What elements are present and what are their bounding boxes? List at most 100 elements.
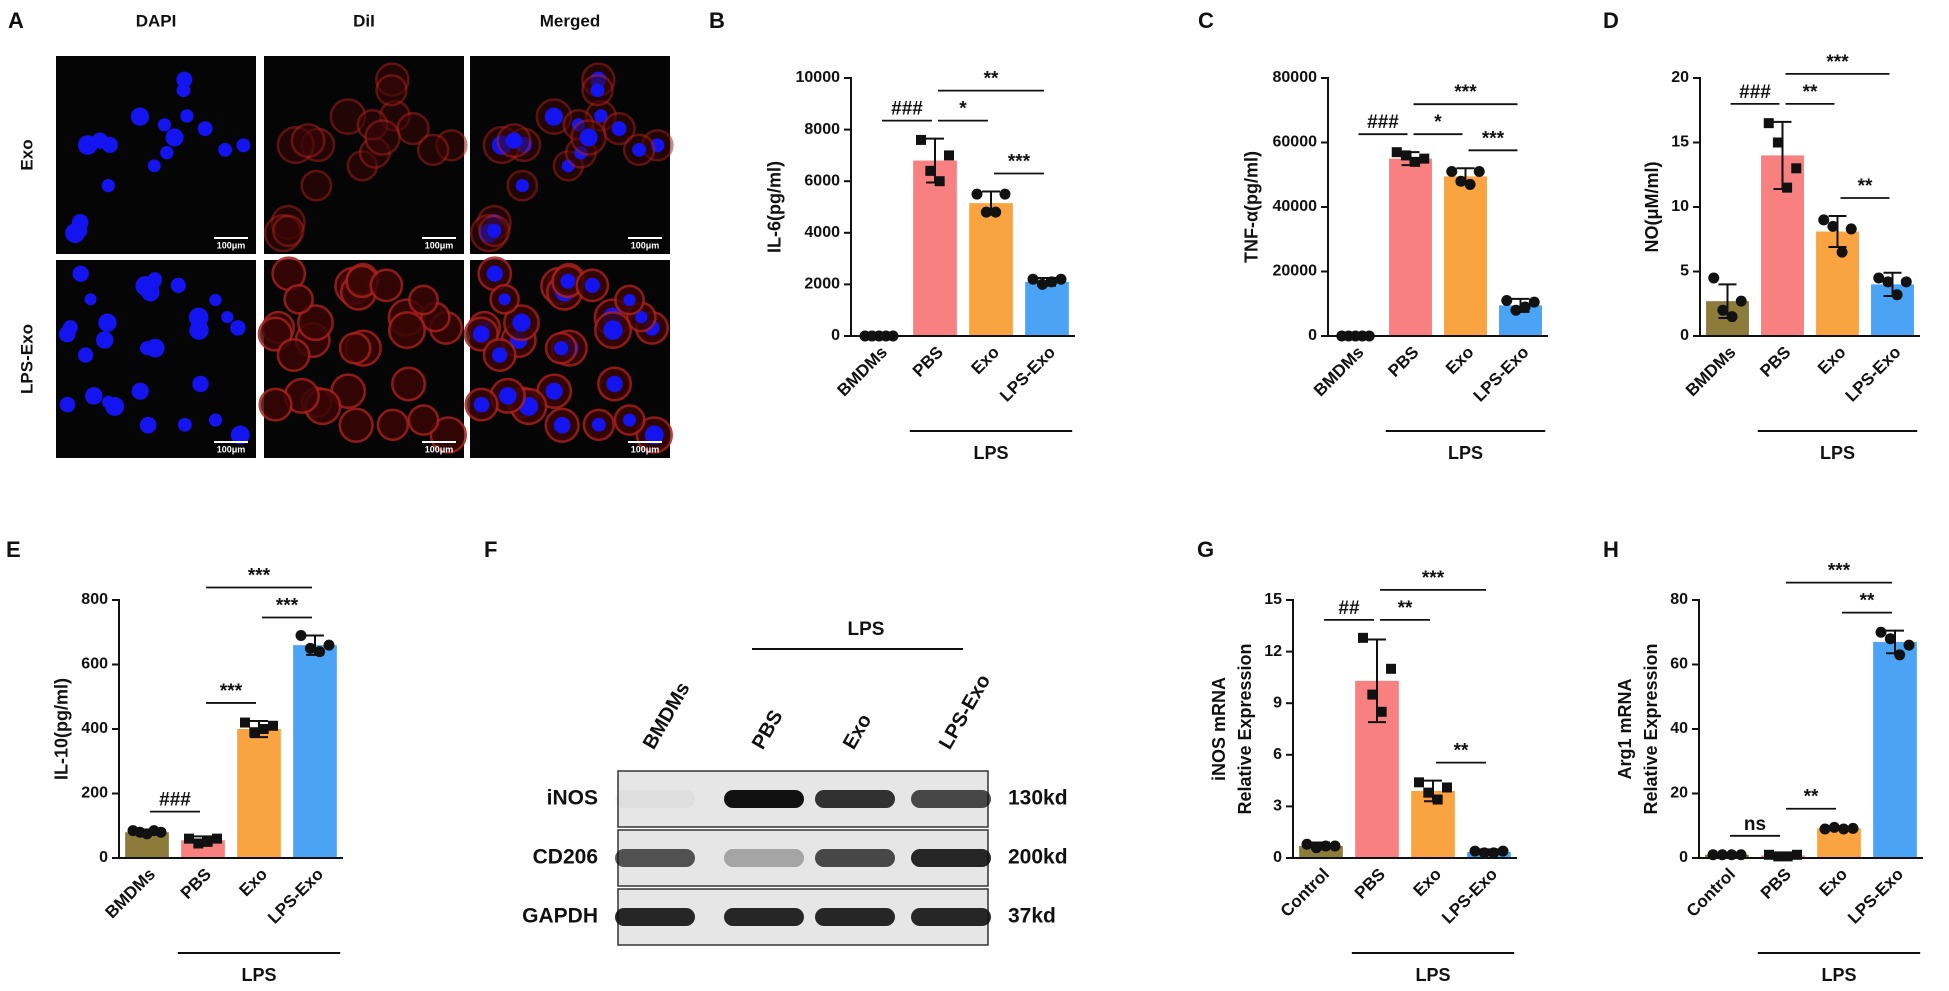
group-label: LPS xyxy=(241,965,276,985)
band xyxy=(911,790,991,808)
band xyxy=(815,790,895,808)
data-point xyxy=(1473,166,1485,178)
significance-label: *** xyxy=(1826,52,1849,73)
bar xyxy=(913,160,957,336)
data-point xyxy=(1432,794,1443,805)
cell-membrane xyxy=(408,284,439,316)
scale-bar-label: 100μm xyxy=(217,240,246,250)
y-tick-label: 800 xyxy=(81,591,108,608)
scale-bar-label: 100μm xyxy=(631,240,660,250)
data-point xyxy=(1478,847,1490,859)
y-tick-label: 15 xyxy=(1671,134,1689,151)
y-tick-label: 400 xyxy=(81,720,108,737)
cell-membrane xyxy=(407,404,440,436)
data-point xyxy=(1386,663,1396,674)
group-label: LPS xyxy=(1415,965,1450,985)
row-label: LPS-Exo xyxy=(17,324,36,394)
x-tick-label: LPS-Exo xyxy=(1844,865,1907,928)
data-point xyxy=(1528,296,1540,308)
data-point xyxy=(1414,777,1424,788)
nucleus xyxy=(236,138,251,153)
y-tick-label: 40 xyxy=(1670,720,1688,737)
blot-size-label: 130kd xyxy=(1008,787,1068,810)
nucleus xyxy=(197,121,213,137)
significance-label: ** xyxy=(984,69,999,90)
data-point xyxy=(1717,304,1729,316)
nucleus xyxy=(221,310,234,324)
scale-bar-label: 100μm xyxy=(425,444,454,454)
x-tick-label: BMDMs xyxy=(1310,343,1368,401)
nucleus xyxy=(177,417,192,432)
y-axis-label: Arg1 mRNA xyxy=(1615,678,1635,779)
bar xyxy=(1025,281,1069,336)
data-point xyxy=(1488,847,1500,859)
significance-label: ** xyxy=(1804,787,1819,808)
significance-label: *** xyxy=(1482,128,1505,149)
nucleus xyxy=(73,223,88,238)
panel-label: B xyxy=(709,8,725,33)
x-tick-label: PBS xyxy=(1757,865,1795,903)
significance-label: ** xyxy=(1398,598,1413,619)
data-point xyxy=(1903,639,1915,651)
y-axis-label: Relative Expression xyxy=(1641,643,1661,814)
data-point xyxy=(1510,304,1522,316)
data-point xyxy=(268,720,278,731)
nucleus xyxy=(85,387,103,405)
y-tick-label: 15 xyxy=(1264,591,1282,608)
data-point xyxy=(1828,821,1840,833)
y-tick-label: 10000 xyxy=(796,69,841,86)
y-tick-label: 9 xyxy=(1273,694,1282,711)
cell-membrane xyxy=(300,169,333,202)
band xyxy=(815,908,895,926)
data-point xyxy=(1455,175,1467,187)
nucleus xyxy=(560,273,576,289)
nucleus xyxy=(192,375,209,393)
data-point xyxy=(934,176,945,187)
nucleus xyxy=(147,159,161,173)
x-tick-label: LPS-Exo xyxy=(264,865,327,928)
y-tick-label: 80000 xyxy=(1273,69,1318,86)
column-header: DAPI xyxy=(136,11,177,30)
data-point xyxy=(1376,706,1387,717)
y-tick-label: 20 xyxy=(1671,69,1689,86)
data-point xyxy=(1497,845,1509,857)
nucleus xyxy=(498,293,511,306)
nucleus xyxy=(491,347,508,363)
significance-label: ns xyxy=(1744,814,1766,835)
data-point xyxy=(184,833,194,844)
y-tick-label: 20000 xyxy=(1273,263,1318,280)
x-tick-label: Exo xyxy=(1816,865,1851,900)
significance-label: ### xyxy=(159,790,191,811)
blot-size-label: 37kd xyxy=(1008,905,1056,928)
nucleus xyxy=(209,293,222,307)
data-point xyxy=(1782,182,1793,193)
cell-membrane xyxy=(369,268,404,303)
data-point xyxy=(980,206,992,218)
data-point xyxy=(1875,626,1887,638)
data-point xyxy=(1036,278,1048,290)
significance-label: ### xyxy=(891,99,923,120)
nucleus xyxy=(98,313,117,332)
data-point xyxy=(304,642,316,654)
y-tick-label: 60000 xyxy=(1273,134,1318,151)
data-point xyxy=(240,717,250,728)
data-point xyxy=(323,639,335,651)
nucleus xyxy=(157,118,172,132)
x-tick-label: PBS xyxy=(1384,343,1422,381)
nucleus xyxy=(72,265,89,282)
panel-label: D xyxy=(1603,8,1619,33)
cell-membrane xyxy=(290,123,326,159)
data-point xyxy=(314,646,326,658)
nucleus xyxy=(472,325,490,343)
nucleus xyxy=(140,341,155,356)
y-tick-label: 20 xyxy=(1670,785,1688,802)
data-point xyxy=(990,206,1002,218)
y-tick-label: 4000 xyxy=(804,224,840,241)
data-point xyxy=(1791,163,1802,174)
y-tick-label: 6000 xyxy=(804,172,840,189)
scale-bar-label: 100μm xyxy=(217,444,246,454)
nucleus xyxy=(499,387,517,405)
data-point xyxy=(1329,840,1341,852)
data-point xyxy=(1782,851,1793,862)
data-point xyxy=(1055,273,1067,285)
